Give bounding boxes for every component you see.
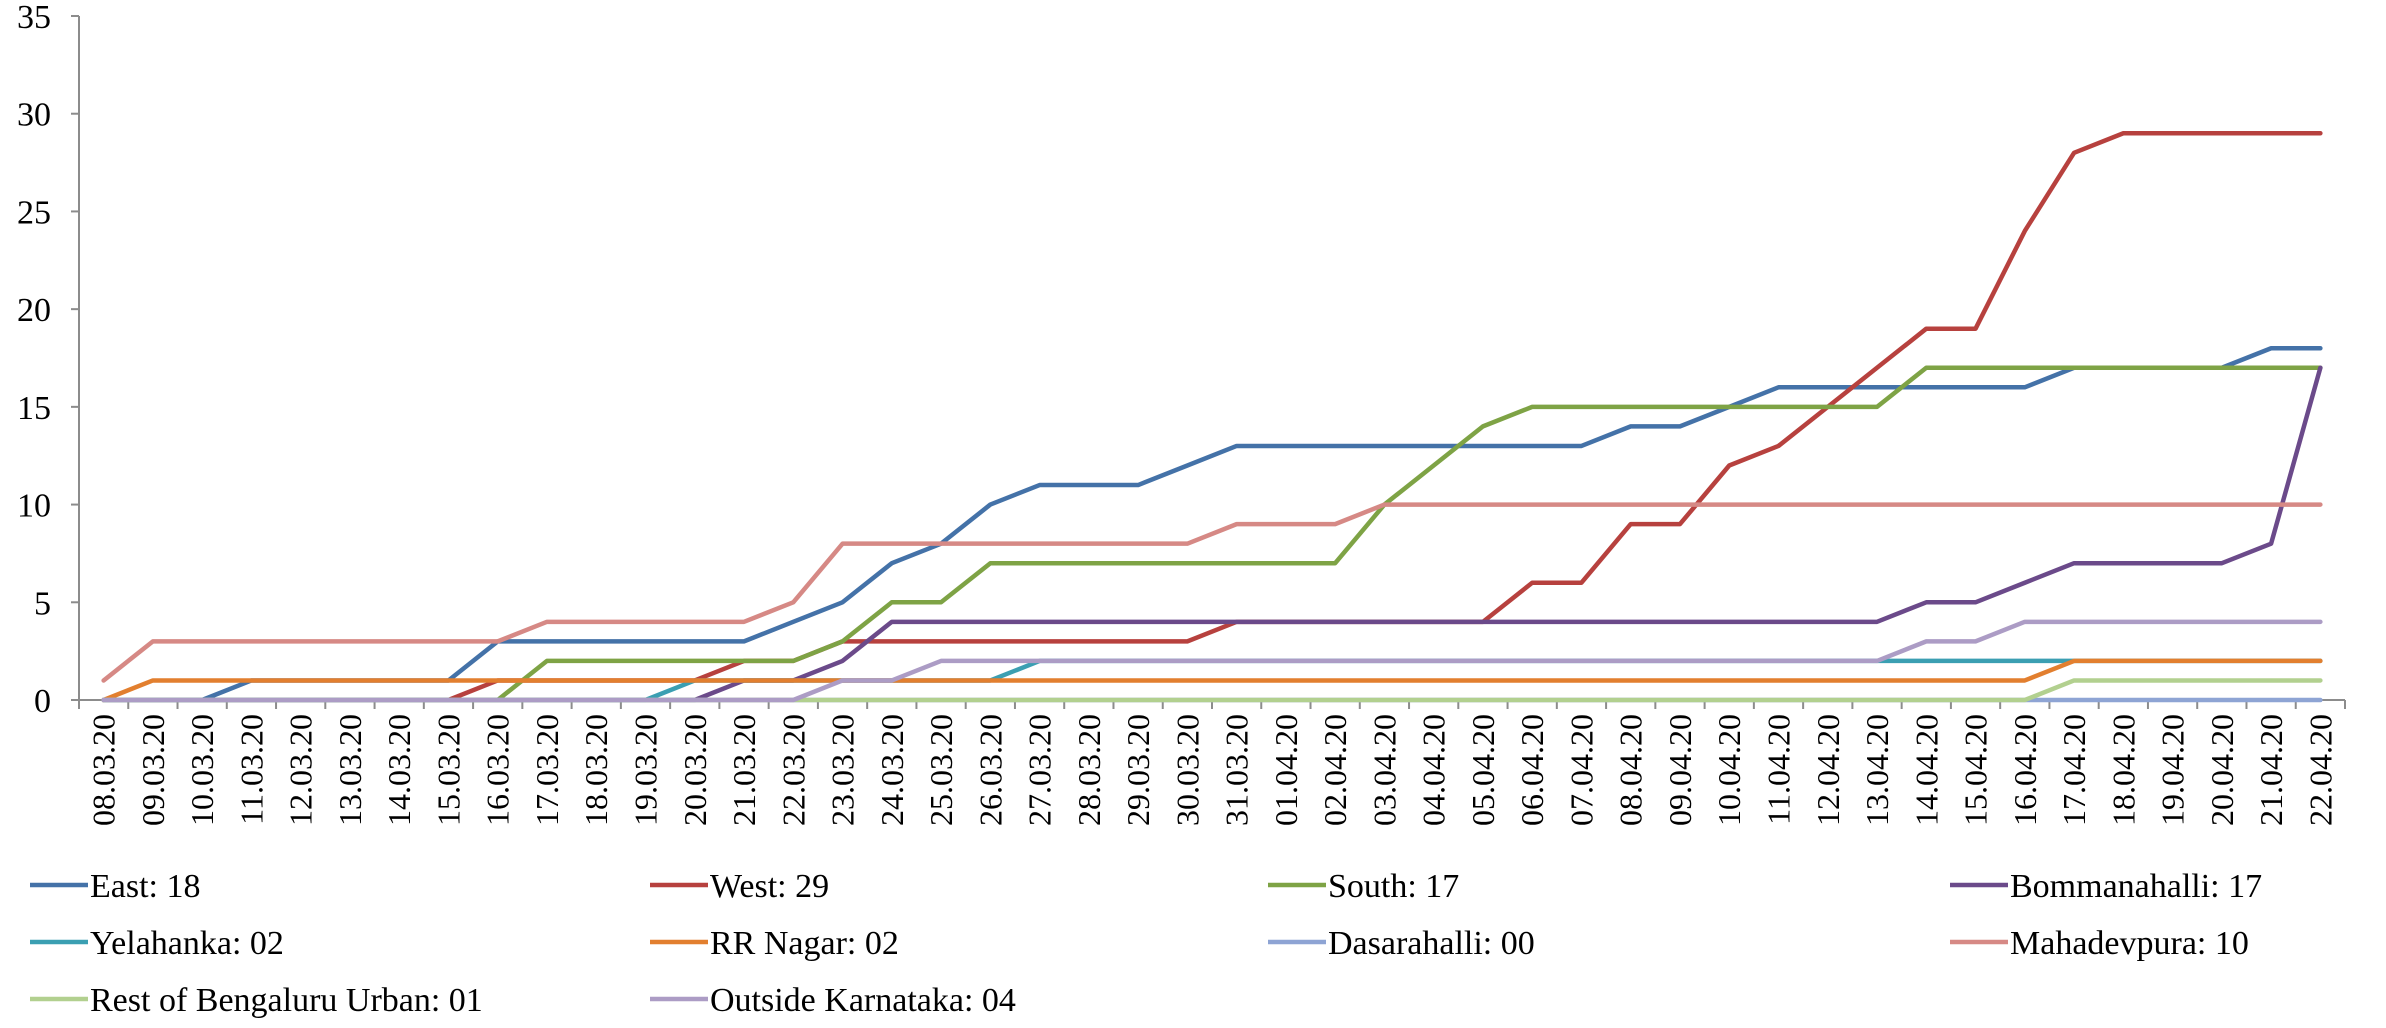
x-tick-label: 01.04.20: [1268, 714, 1304, 826]
y-tick-label: 5: [34, 585, 51, 622]
x-tick-label: 24.03.20: [874, 714, 910, 826]
x-tick-label: 09.03.20: [135, 714, 171, 826]
x-tick-label: 31.03.20: [1219, 714, 1255, 826]
y-tick-label: 15: [17, 390, 51, 427]
series-line-9: [101, 619, 2323, 703]
x-tick-label: 13.03.20: [332, 714, 368, 826]
x-tick-label: 05.04.20: [1465, 714, 1501, 826]
x-tick-label: 21.04.20: [2253, 714, 2289, 826]
legend-item: South: 17: [1268, 868, 1459, 905]
x-tick-label: 19.04.20: [2155, 714, 2191, 826]
x-tick-label: 26.03.20: [972, 714, 1008, 826]
legend-item: Dasarahalli: 00: [1268, 925, 1535, 962]
axes: 0 5 10 15 20 25 30 35 08.03.20 09.03.20 10.03.20 11…: [17, 0, 2346, 826]
x-tick-label: 25.03.20: [923, 714, 959, 826]
x-tick-label: 10.04.20: [1711, 714, 1747, 826]
x-tick-label: 22.03.20: [775, 714, 811, 826]
y-tick-label: 20: [17, 292, 51, 329]
legend: East: 18 West: 29 South: 17 Bommanahalli: 1…: [30, 868, 2262, 1019]
x-tick-label: 10.03.20: [184, 714, 220, 826]
x-tick-label: 19.03.20: [628, 714, 664, 826]
x-tick-label: 28.03.20: [1071, 714, 1107, 826]
y-tick-label: 30: [17, 97, 51, 134]
series-line-8: [101, 678, 2323, 703]
legend-item: Rest of Bengaluru Urban: 01: [30, 982, 483, 1019]
x-tick-label: 18.03.20: [578, 714, 614, 826]
legend-label: Mahadevpura: 10: [2010, 925, 2249, 962]
plot-series: [101, 131, 2323, 703]
y-tick-label: 25: [17, 194, 51, 231]
legend-label: RR Nagar: 02: [710, 925, 899, 962]
legend-label: South: 17: [1328, 868, 1459, 905]
x-tick-label: 18.04.20: [2105, 714, 2141, 826]
x-tick-label: 15.03.20: [430, 714, 466, 826]
legend-label: West: 29: [710, 868, 829, 905]
legend-item: Yelahanka: 02: [30, 925, 284, 962]
legend-label: Yelahanka: 02: [90, 925, 284, 962]
x-tick-label: 14.03.20: [381, 714, 417, 826]
x-tick-label: 14.04.20: [1908, 714, 1944, 826]
y-tick-label: 35: [17, 0, 51, 36]
y-tick-label: 0: [34, 683, 51, 720]
x-tick-label: 07.04.20: [1563, 714, 1599, 826]
legend-label: Bommanahalli: 17: [2010, 868, 2262, 905]
x-tick-label: 11.03.20: [233, 714, 269, 825]
x-tick-label: 17.04.20: [2056, 714, 2092, 826]
legend-label: East: 18: [90, 868, 200, 905]
series-line-5: [101, 658, 2323, 703]
x-tick-label: 30.03.20: [1169, 714, 1205, 826]
x-tick-label: 22.04.20: [2302, 714, 2338, 826]
legend-label: Rest of Bengaluru Urban: 01: [90, 982, 483, 1019]
x-tick-label: 20.04.20: [2204, 714, 2240, 826]
x-tick-label: 27.03.20: [1022, 714, 1058, 826]
legend-item: West: 29: [650, 868, 829, 905]
x-tick-label: 12.04.20: [1810, 714, 1846, 826]
legend-item: Mahadevpura: 10: [1950, 925, 2249, 962]
series-line-7: [101, 502, 2323, 683]
series-line-0: [101, 345, 2323, 703]
x-tick-label: 09.04.20: [1662, 714, 1698, 826]
x-tick-label: 20.03.20: [677, 714, 713, 826]
x-tick-label: 16.04.20: [2007, 714, 2043, 826]
x-tick-label: 02.04.20: [1317, 714, 1353, 826]
x-tick-label: 17.03.20: [529, 714, 565, 826]
x-tick-label: 03.04.20: [1366, 714, 1402, 826]
legend-item: Bommanahalli: 17: [1950, 868, 2262, 905]
x-tick-label: 12.03.20: [283, 714, 319, 826]
legend-label: Outside Karnataka: 04: [710, 982, 1016, 1019]
legend-item: East: 18: [30, 868, 200, 905]
legend-item: Outside Karnataka: 04: [650, 982, 1016, 1019]
series-line-1: [101, 131, 2323, 703]
x-tick-label: 08.04.20: [1613, 714, 1649, 826]
x-tick-label: 29.03.20: [1120, 714, 1156, 826]
legend-item: RR Nagar: 02: [650, 925, 899, 962]
x-tick-label: 23.03.20: [825, 714, 861, 826]
x-tick-label: 06.04.20: [1514, 714, 1550, 826]
x-tick-label: 21.03.20: [726, 714, 762, 826]
x-tick-label: 08.03.20: [86, 714, 122, 826]
legend-label: Dasarahalli: 00: [1328, 925, 1535, 962]
x-tick-label: 15.04.20: [1958, 714, 1994, 826]
y-tick-label: 10: [17, 488, 51, 525]
x-tick-label: 04.04.20: [1416, 714, 1452, 826]
x-tick-label: 16.03.20: [480, 714, 516, 826]
x-tick-label: 11.04.20: [1761, 714, 1797, 825]
x-tick-label: 13.04.20: [1859, 714, 1895, 826]
